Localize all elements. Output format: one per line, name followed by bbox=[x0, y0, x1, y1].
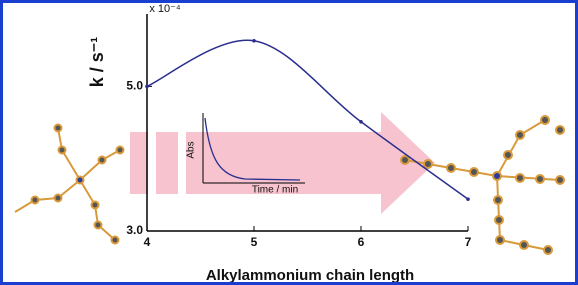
point bbox=[466, 197, 470, 201]
x-axis-label: Alkylammonium chain length bbox=[206, 267, 414, 284]
inset-y-label: Abs bbox=[186, 141, 197, 158]
chart: x 10⁻⁴ k / s⁻¹ Alkylammonium chain lengt… bbox=[0, 0, 578, 285]
x-tick-label: 6 bbox=[358, 235, 365, 249]
x-tick-label: 4 bbox=[144, 235, 151, 249]
y-tick-label: 5.0 bbox=[126, 79, 143, 93]
x-tick-label: 7 bbox=[465, 235, 472, 249]
y-tick-label: 3.0 bbox=[126, 223, 143, 237]
inset-x-label: Time / min bbox=[252, 185, 298, 196]
x-tick-label: 5 bbox=[251, 235, 258, 249]
y-axis-label: k / s⁻¹ bbox=[87, 37, 107, 88]
point bbox=[252, 39, 256, 43]
point bbox=[359, 120, 363, 124]
y-multiplier: x 10⁻⁴ bbox=[149, 3, 181, 15]
point bbox=[145, 85, 149, 89]
